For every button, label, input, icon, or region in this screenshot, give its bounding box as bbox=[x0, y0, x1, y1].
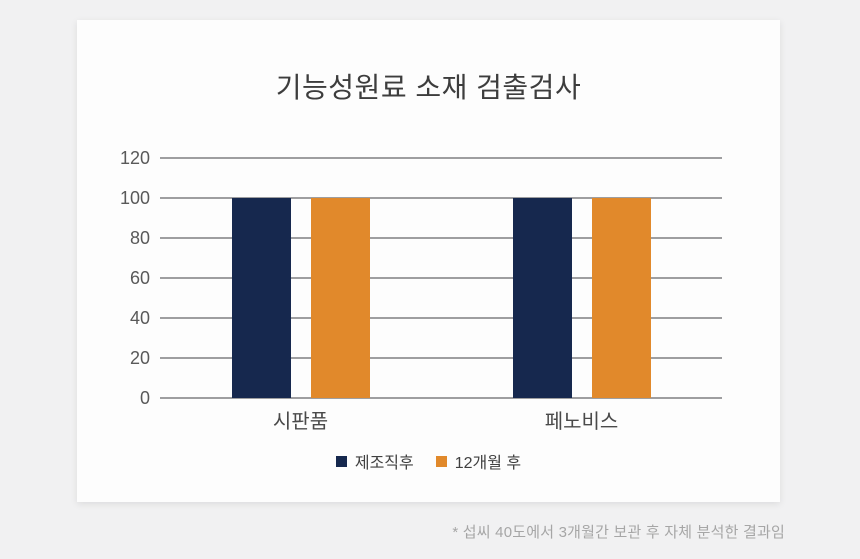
footnote: * 섭씨 40도에서 3개월간 보관 후 자체 분석한 결과임 bbox=[452, 524, 785, 541]
x-category-label-시판품: 시판품 bbox=[272, 411, 329, 433]
legend-swatch-icon bbox=[435, 455, 447, 467]
legend-item-제조직후: 제조직후 bbox=[335, 449, 414, 473]
gridline-y120 bbox=[160, 157, 722, 159]
bar-제조직후-시판품 bbox=[231, 198, 291, 398]
legend-item-12개월 후: 12개월 후 bbox=[435, 449, 522, 473]
gridline-y80 bbox=[160, 237, 722, 239]
y-tick-label-40: 40 bbox=[129, 308, 150, 328]
legend-label: 제조직후 bbox=[354, 455, 414, 472]
y-tick-label-80: 80 bbox=[129, 228, 150, 248]
y-tick-label-20: 20 bbox=[129, 348, 150, 368]
y-tick-label-120: 120 bbox=[119, 148, 150, 168]
gridline-y20 bbox=[160, 357, 722, 359]
bar-12개월 후-페노비스 bbox=[591, 198, 651, 398]
legend-swatch-icon bbox=[335, 455, 347, 467]
y-tick-label-60: 60 bbox=[129, 268, 150, 288]
legend-label: 12개월 후 bbox=[454, 455, 522, 472]
gridline-y40 bbox=[160, 317, 722, 319]
plot-area bbox=[160, 157, 722, 399]
y-tick-label-100: 100 bbox=[119, 188, 150, 208]
legend: 제조직후 12개월 후 bbox=[77, 449, 780, 473]
bar-12개월 후-시판품 bbox=[310, 198, 370, 398]
gridline-y100 bbox=[160, 197, 722, 199]
y-tick-label-0: 0 bbox=[139, 388, 150, 408]
gridline-y60 bbox=[160, 277, 722, 279]
bar-제조직후-페노비스 bbox=[512, 198, 572, 398]
chart-title: 기능성원료 소재 검출검사 bbox=[275, 72, 582, 103]
gridline-y0 bbox=[160, 397, 722, 399]
x-category-label-페노비스: 페노비스 bbox=[544, 411, 619, 433]
chart-card: 기능성원료 소재 검출검사 0 20 40 60 80 100 120 시판품 페노비스 제조… bbox=[77, 20, 780, 502]
